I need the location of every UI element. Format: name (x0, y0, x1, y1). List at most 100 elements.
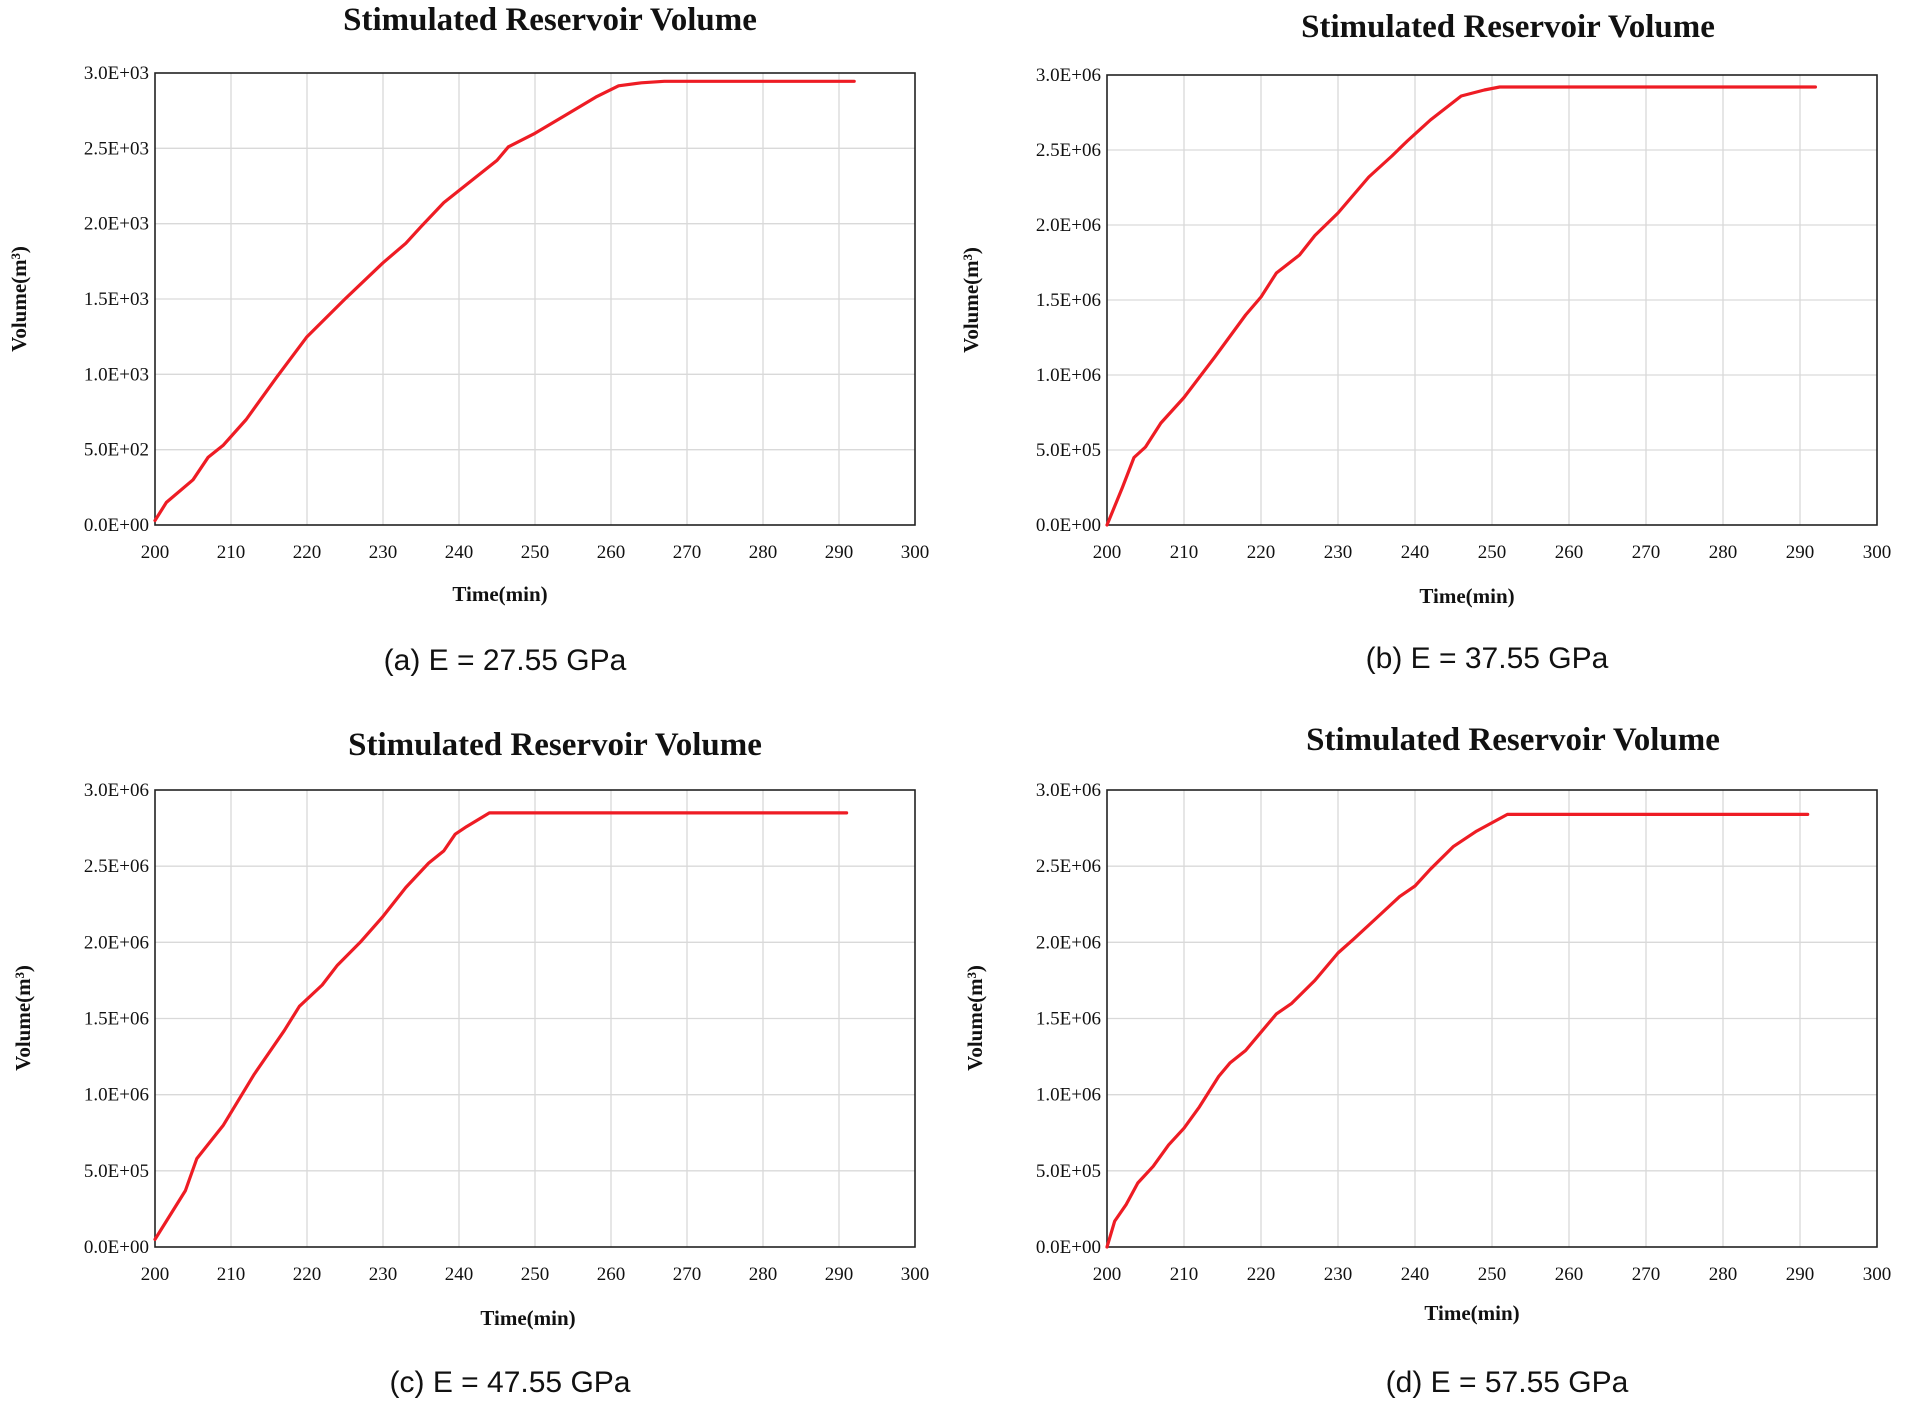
x-axis-title: Time(min) (1419, 584, 1514, 608)
y-tick-label: 1.0E+06 (1036, 1085, 1101, 1106)
panel-caption: (a) E = 27.55 GPa (384, 644, 627, 677)
y-tick-label: 1.5E+06 (1036, 1009, 1101, 1030)
series-line-srv (153, 811, 849, 1242)
chart-panel-d: Stimulated Reservoir Volume 200 210 220 230… (963, 722, 1891, 1399)
x-tick-label: 230 (369, 1264, 398, 1285)
y-tick-label: 5.0E+05 (1036, 440, 1101, 461)
y-tick-label: 5.0E+05 (1036, 1161, 1101, 1182)
panel-caption: (b) E = 37.55 GPa (1366, 642, 1609, 675)
y-tick-label: 0.0E+00 (84, 1237, 149, 1258)
series-layer (1105, 812, 1810, 1249)
y-tick-label: 3.0E+06 (1036, 780, 1101, 801)
tick-labels: 200 210 220 230 240 250 260 270 280 290 300 0.0E+00… (1036, 65, 1891, 563)
x-tick-label: 230 (1324, 1264, 1353, 1285)
y-tick-label: 5.0E+05 (84, 1161, 149, 1182)
x-tick-label: 290 (1786, 1264, 1815, 1285)
x-tick-label: 230 (369, 542, 398, 563)
x-tick-label: 290 (1786, 542, 1815, 563)
series-line-srv (1105, 812, 1810, 1249)
x-tick-label: 210 (217, 1264, 246, 1285)
tick-labels: 200 210 220 230 240 250 260 270 280 290 300 0.0E+00… (84, 780, 929, 1285)
x-tick-label: 280 (1709, 542, 1738, 563)
panel-caption: (c) E = 47.55 GPa (390, 1366, 631, 1399)
x-tick-label: 250 (521, 542, 550, 563)
x-tick-label: 210 (1170, 542, 1199, 563)
x-tick-label: 210 (217, 542, 246, 563)
y-tick-label: 1.0E+03 (84, 364, 149, 385)
x-tick-label: 250 (1478, 542, 1507, 563)
plot-area (154, 789, 916, 1248)
series-line-srv (1105, 85, 1818, 527)
x-tick-label: 290 (825, 1264, 854, 1285)
y-tick-label: 2.5E+06 (1036, 140, 1101, 161)
x-tick-label: 270 (673, 542, 702, 563)
x-tick-label: 280 (749, 1264, 778, 1285)
x-tick-label: 270 (1632, 1264, 1661, 1285)
chart-panel-a: Stimulated Reservoir Volume 200 210 220 230… (7, 2, 929, 677)
x-tick-label: 220 (1247, 542, 1276, 563)
y-tick-label: 1.5E+06 (84, 1009, 149, 1030)
y-tick-label: 1.0E+06 (84, 1085, 149, 1106)
y-tick-label: 2.0E+06 (1036, 215, 1101, 236)
x-tick-label: 290 (825, 542, 854, 563)
x-tick-label: 220 (1247, 1264, 1276, 1285)
y-tick-label: 5.0E+02 (84, 440, 149, 461)
chart-panel-b: Stimulated Reservoir Volume 200 210 220 230… (959, 9, 1891, 675)
x-tick-label: 250 (1478, 1264, 1507, 1285)
chart-title: Stimulated Reservoir Volume (1301, 9, 1715, 45)
x-tick-label: 220 (293, 1264, 322, 1285)
y-tick-label: 1.5E+03 (84, 289, 149, 310)
y-tick-label: 3.0E+03 (84, 63, 149, 84)
y-tick-label: 1.0E+06 (1036, 365, 1101, 386)
x-tick-label: 270 (673, 1264, 702, 1285)
x-tick-label: 240 (445, 1264, 474, 1285)
x-tick-label: 260 (597, 1264, 626, 1285)
tick-labels: 200 210 220 230 240 250 260 270 280 290 300 0.0E+00… (1036, 780, 1891, 1285)
x-tick-label: 210 (1170, 1264, 1199, 1285)
chart-title: Stimulated Reservoir Volume (343, 2, 757, 38)
x-tick-label: 250 (521, 1264, 550, 1285)
series-layer (153, 79, 856, 523)
x-tick-label: 230 (1324, 542, 1353, 563)
x-tick-label: 300 (1863, 542, 1892, 563)
x-tick-label: 260 (1555, 542, 1584, 563)
y-tick-label: 0.0E+00 (1036, 515, 1101, 536)
y-tick-label: 1.5E+06 (1036, 290, 1101, 311)
y-axis-title: Volume(m³) (959, 247, 983, 353)
x-tick-label: 240 (1401, 542, 1430, 563)
panel-caption: (d) E = 57.55 GPa (1386, 1366, 1629, 1399)
x-tick-label: 200 (1093, 542, 1122, 563)
chart-panel-c: Stimulated Reservoir Volume 200 210 220 230… (11, 727, 929, 1399)
x-axis-title: Time(min) (1424, 1301, 1519, 1325)
x-tick-label: 200 (1093, 1264, 1122, 1285)
grid-lines (155, 790, 915, 1247)
y-tick-label: 2.0E+06 (84, 932, 149, 953)
y-axis-title: Volume(m³) (963, 965, 987, 1071)
plot-area (154, 72, 916, 526)
x-tick-label: 260 (597, 542, 626, 563)
grid-lines (155, 73, 915, 525)
y-tick-label: 3.0E+06 (1036, 65, 1101, 86)
y-tick-label: 2.5E+03 (84, 138, 149, 159)
y-tick-label: 2.0E+06 (1036, 932, 1101, 953)
y-tick-label: 0.0E+00 (1036, 1237, 1101, 1258)
plot-area (1106, 74, 1878, 526)
x-tick-label: 240 (1401, 1264, 1430, 1285)
x-axis-title: Time(min) (480, 1306, 575, 1330)
x-tick-label: 280 (749, 542, 778, 563)
series-line-srv (153, 79, 856, 523)
y-tick-label: 0.0E+00 (84, 515, 149, 536)
series-layer (1105, 85, 1818, 527)
x-tick-label: 240 (445, 542, 474, 563)
y-tick-label: 2.0E+03 (84, 214, 149, 235)
chart-title: Stimulated Reservoir Volume (1306, 722, 1720, 758)
series-layer (153, 811, 849, 1242)
x-axis-title: Time(min) (452, 582, 547, 606)
y-tick-label: 2.5E+06 (84, 856, 149, 877)
x-tick-label: 300 (1863, 1264, 1892, 1285)
grid-lines (1107, 790, 1877, 1247)
y-axis-title: Volume(m³) (7, 246, 31, 352)
x-tick-label: 220 (293, 542, 322, 563)
y-tick-label: 2.5E+06 (1036, 856, 1101, 877)
